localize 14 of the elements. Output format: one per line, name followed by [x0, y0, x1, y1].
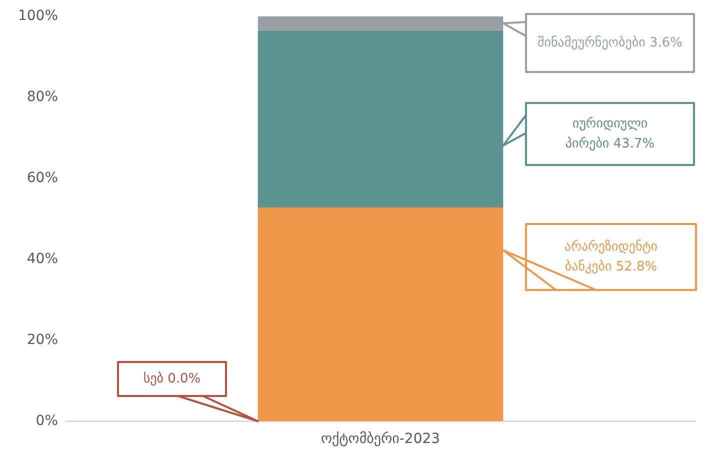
text: იურიდიული პირები 43.7%	[565, 116, 655, 152]
bar	[258, 207, 504, 422]
y-tick-label: 20%	[26, 332, 58, 348]
text: შინამეურნეობები 3.6%	[538, 35, 682, 50]
text: არარეზიდენტი ბანკები 52.8%	[564, 239, 658, 274]
bar	[258, 30, 504, 208]
y-tick-label: 100%	[18, 8, 58, 24]
text: სებ 0.0%	[143, 371, 201, 386]
y-tick-label: 60%	[26, 170, 58, 186]
y-tick-label: 0%	[36, 412, 58, 429]
x-tick-label: ოქტომბერი-2023	[320, 431, 440, 448]
y-tick-label: 80%	[26, 89, 58, 105]
bar	[258, 16, 504, 31]
y-tick-label: 40%	[26, 250, 58, 267]
